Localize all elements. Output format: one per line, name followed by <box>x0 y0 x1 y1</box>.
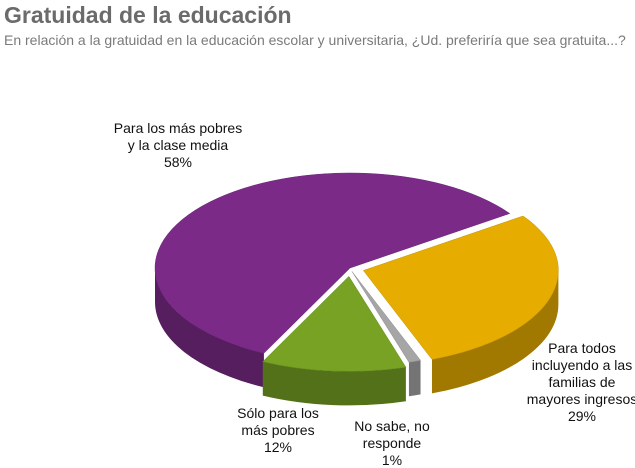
slice-value: 1% <box>381 452 403 468</box>
slice-name: Para los más pobres y la clase media <box>113 120 243 153</box>
slice-label: Para los más pobres y la clase media 58% <box>112 120 244 171</box>
chart-title: Gratuidad de la educación <box>4 2 292 28</box>
slice-side <box>408 360 421 397</box>
slice-name: No sabe, no responde <box>354 418 430 451</box>
slice-side <box>262 361 406 406</box>
slice <box>262 275 407 372</box>
slice <box>154 172 511 354</box>
slice-value: 58% <box>163 154 193 170</box>
slice-label: Para todos incluyendo a las familias de … <box>522 340 635 425</box>
chart-subtitle: En relación a la gratuidad en la educaci… <box>4 32 626 48</box>
slice-label: No sabe, no responde 1% <box>342 418 442 468</box>
slice-value: 12% <box>263 439 293 455</box>
slice-name: Para todos incluyendo a las familias de … <box>526 340 635 407</box>
slice-side <box>155 268 264 388</box>
slice <box>362 215 559 360</box>
slice-label: Sólo para los más pobres 12% <box>222 405 334 456</box>
slice-value: 29% <box>567 408 597 424</box>
slice-name: Sólo para los más pobres <box>237 405 319 438</box>
slice-side <box>431 270 559 394</box>
slice <box>351 271 421 363</box>
